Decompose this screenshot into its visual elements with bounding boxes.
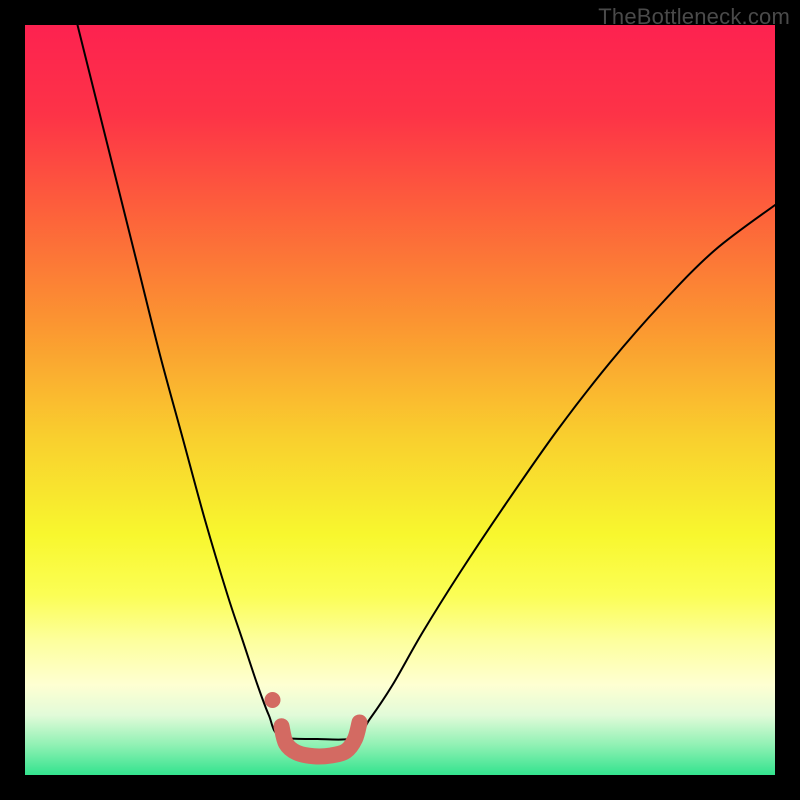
chart-container: TheBottleneck.com xyxy=(0,0,800,800)
bottleneck-chart xyxy=(0,0,800,800)
trough-marker-dot xyxy=(265,692,281,708)
watermark-text: TheBottleneck.com xyxy=(598,4,790,30)
plot-background xyxy=(25,25,775,775)
